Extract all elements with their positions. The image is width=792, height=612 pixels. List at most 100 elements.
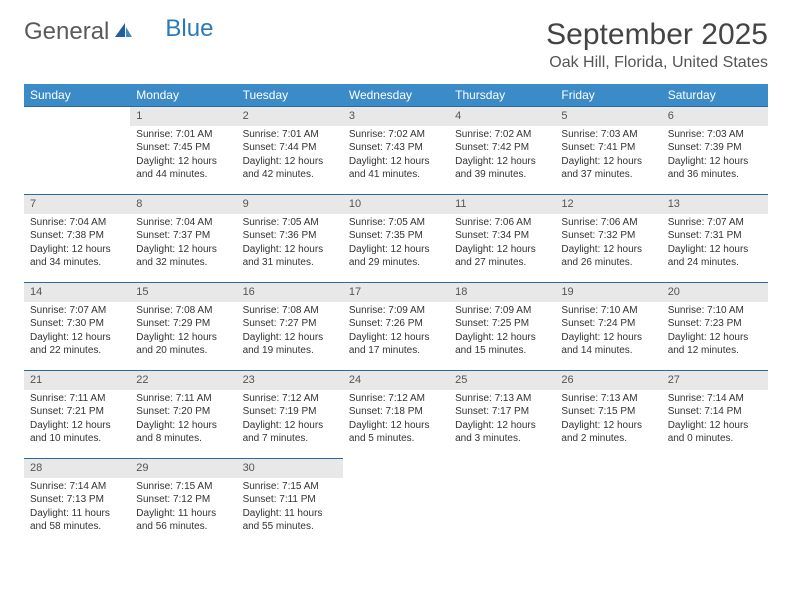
daylight-text: Daylight: 12 hours and 12 minutes. <box>668 331 762 358</box>
calendar-body: 1Sunrise: 7:01 AMSunset: 7:45 PMDaylight… <box>24 106 768 546</box>
day-details: Sunrise: 7:01 AMSunset: 7:45 PMDaylight:… <box>130 126 236 186</box>
sunset-text: Sunset: 7:15 PM <box>561 405 655 419</box>
day-number: 13 <box>662 194 768 214</box>
sunrise-text: Sunrise: 7:01 AM <box>243 128 337 142</box>
calendar-cell: 6Sunrise: 7:03 AMSunset: 7:39 PMDaylight… <box>662 106 768 194</box>
calendar-cell: 14Sunrise: 7:07 AMSunset: 7:30 PMDayligh… <box>24 282 130 370</box>
calendar-cell: 17Sunrise: 7:09 AMSunset: 7:26 PMDayligh… <box>343 282 449 370</box>
day-number <box>449 458 555 477</box>
calendar-cell: 22Sunrise: 7:11 AMSunset: 7:20 PMDayligh… <box>130 370 236 458</box>
daylight-text: Daylight: 12 hours and 42 minutes. <box>243 155 337 182</box>
calendar-cell: 24Sunrise: 7:12 AMSunset: 7:18 PMDayligh… <box>343 370 449 458</box>
calendar-cell <box>662 458 768 546</box>
daylight-text: Daylight: 12 hours and 34 minutes. <box>30 243 124 270</box>
day-number: 30 <box>237 458 343 478</box>
sunset-text: Sunset: 7:29 PM <box>136 317 230 331</box>
sunset-text: Sunset: 7:23 PM <box>668 317 762 331</box>
sunset-text: Sunset: 7:19 PM <box>243 405 337 419</box>
sunrise-text: Sunrise: 7:04 AM <box>30 216 124 230</box>
sunset-text: Sunset: 7:17 PM <box>455 405 549 419</box>
day-details: Sunrise: 7:12 AMSunset: 7:19 PMDaylight:… <box>237 390 343 450</box>
sunrise-text: Sunrise: 7:09 AM <box>349 304 443 318</box>
day-details: Sunrise: 7:10 AMSunset: 7:23 PMDaylight:… <box>662 302 768 362</box>
daylight-text: Daylight: 12 hours and 14 minutes. <box>561 331 655 358</box>
sunset-text: Sunset: 7:35 PM <box>349 229 443 243</box>
sunset-text: Sunset: 7:32 PM <box>561 229 655 243</box>
sunset-text: Sunset: 7:39 PM <box>668 141 762 155</box>
daylight-text: Daylight: 12 hours and 31 minutes. <box>243 243 337 270</box>
page-header: General Blue September 2025 Oak Hill, Fl… <box>24 18 768 72</box>
calendar-cell: 9Sunrise: 7:05 AMSunset: 7:36 PMDaylight… <box>237 194 343 282</box>
daylight-text: Daylight: 12 hours and 29 minutes. <box>349 243 443 270</box>
calendar-week-row: 28Sunrise: 7:14 AMSunset: 7:13 PMDayligh… <box>24 458 768 546</box>
daylight-text: Daylight: 12 hours and 5 minutes. <box>349 419 443 446</box>
sunset-text: Sunset: 7:41 PM <box>561 141 655 155</box>
calendar-table: SundayMondayTuesdayWednesdayThursdayFrid… <box>24 84 768 546</box>
daylight-text: Daylight: 12 hours and 7 minutes. <box>243 419 337 446</box>
daylight-text: Daylight: 12 hours and 15 minutes. <box>455 331 549 358</box>
daylight-text: Daylight: 11 hours and 55 minutes. <box>243 507 337 534</box>
weekday-header: Sunday <box>24 84 130 106</box>
sunrise-text: Sunrise: 7:09 AM <box>455 304 549 318</box>
day-details: Sunrise: 7:06 AMSunset: 7:34 PMDaylight:… <box>449 214 555 274</box>
brand-sail-icon <box>113 18 133 46</box>
daylight-text: Daylight: 12 hours and 44 minutes. <box>136 155 230 182</box>
calendar-cell: 4Sunrise: 7:02 AMSunset: 7:42 PMDaylight… <box>449 106 555 194</box>
sunrise-text: Sunrise: 7:05 AM <box>243 216 337 230</box>
sunrise-text: Sunrise: 7:06 AM <box>455 216 549 230</box>
weekday-header: Friday <box>555 84 661 106</box>
sunset-text: Sunset: 7:37 PM <box>136 229 230 243</box>
calendar-cell: 11Sunrise: 7:06 AMSunset: 7:34 PMDayligh… <box>449 194 555 282</box>
sunrise-text: Sunrise: 7:07 AM <box>30 304 124 318</box>
day-details: Sunrise: 7:05 AMSunset: 7:36 PMDaylight:… <box>237 214 343 274</box>
calendar-cell: 21Sunrise: 7:11 AMSunset: 7:21 PMDayligh… <box>24 370 130 458</box>
brand-part1: General <box>24 18 109 46</box>
day-details: Sunrise: 7:04 AMSunset: 7:37 PMDaylight:… <box>130 214 236 274</box>
daylight-text: Daylight: 12 hours and 27 minutes. <box>455 243 549 270</box>
sunrise-text: Sunrise: 7:10 AM <box>668 304 762 318</box>
day-details: Sunrise: 7:11 AMSunset: 7:21 PMDaylight:… <box>24 390 130 450</box>
sunset-text: Sunset: 7:20 PM <box>136 405 230 419</box>
day-number: 1 <box>130 106 236 126</box>
sunset-text: Sunset: 7:21 PM <box>30 405 124 419</box>
sunrise-text: Sunrise: 7:11 AM <box>136 392 230 406</box>
calendar-cell: 5Sunrise: 7:03 AMSunset: 7:41 PMDaylight… <box>555 106 661 194</box>
day-details: Sunrise: 7:02 AMSunset: 7:42 PMDaylight:… <box>449 126 555 186</box>
day-details: Sunrise: 7:02 AMSunset: 7:43 PMDaylight:… <box>343 126 449 186</box>
calendar-cell: 27Sunrise: 7:14 AMSunset: 7:14 PMDayligh… <box>662 370 768 458</box>
day-number: 5 <box>555 106 661 126</box>
day-number: 8 <box>130 194 236 214</box>
sunset-text: Sunset: 7:30 PM <box>30 317 124 331</box>
day-number: 4 <box>449 106 555 126</box>
day-details: Sunrise: 7:11 AMSunset: 7:20 PMDaylight:… <box>130 390 236 450</box>
sunset-text: Sunset: 7:26 PM <box>349 317 443 331</box>
calendar-cell: 26Sunrise: 7:13 AMSunset: 7:15 PMDayligh… <box>555 370 661 458</box>
daylight-text: Daylight: 12 hours and 22 minutes. <box>30 331 124 358</box>
daylight-text: Daylight: 12 hours and 32 minutes. <box>136 243 230 270</box>
sunset-text: Sunset: 7:27 PM <box>243 317 337 331</box>
month-title: September 2025 <box>546 18 768 52</box>
sunrise-text: Sunrise: 7:12 AM <box>349 392 443 406</box>
day-number: 21 <box>24 370 130 390</box>
sunset-text: Sunset: 7:44 PM <box>243 141 337 155</box>
daylight-text: Daylight: 12 hours and 20 minutes. <box>136 331 230 358</box>
sunrise-text: Sunrise: 7:02 AM <box>455 128 549 142</box>
sunset-text: Sunset: 7:43 PM <box>349 141 443 155</box>
day-number <box>555 458 661 477</box>
location-text: Oak Hill, Florida, United States <box>546 54 768 72</box>
day-number: 10 <box>343 194 449 214</box>
daylight-text: Daylight: 12 hours and 37 minutes. <box>561 155 655 182</box>
day-number: 17 <box>343 282 449 302</box>
weekday-header: Monday <box>130 84 236 106</box>
day-number: 27 <box>662 370 768 390</box>
day-details: Sunrise: 7:04 AMSunset: 7:38 PMDaylight:… <box>24 214 130 274</box>
calendar-cell <box>343 458 449 546</box>
day-number <box>24 106 130 126</box>
day-details: Sunrise: 7:09 AMSunset: 7:26 PMDaylight:… <box>343 302 449 362</box>
sunset-text: Sunset: 7:11 PM <box>243 493 337 507</box>
day-number: 15 <box>130 282 236 302</box>
sunrise-text: Sunrise: 7:08 AM <box>136 304 230 318</box>
calendar-cell <box>555 458 661 546</box>
calendar-cell: 16Sunrise: 7:08 AMSunset: 7:27 PMDayligh… <box>237 282 343 370</box>
day-details: Sunrise: 7:14 AMSunset: 7:14 PMDaylight:… <box>662 390 768 450</box>
